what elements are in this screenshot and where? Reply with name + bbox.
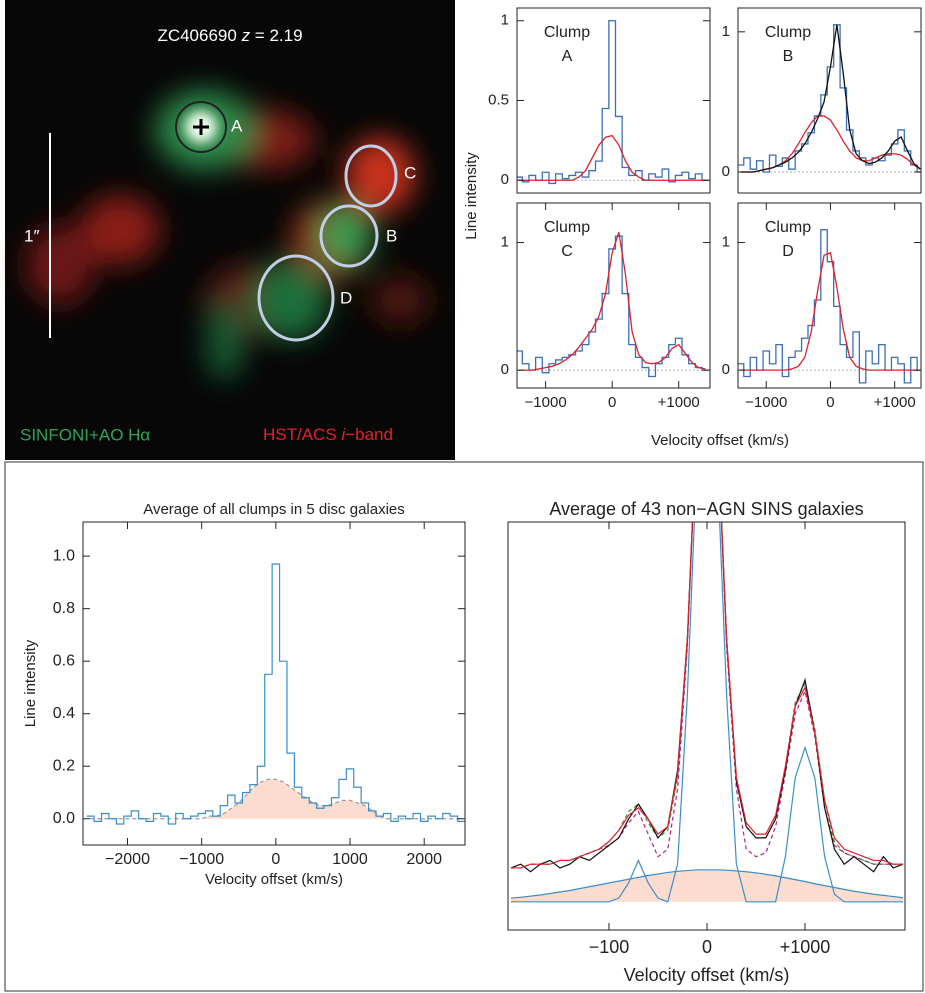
bottom-frame	[4, 461, 924, 992]
x-tick-label: −100	[589, 937, 630, 957]
caption-part: i	[341, 425, 346, 444]
plot-frame	[737, 7, 922, 194]
redshift: = 2.19	[255, 26, 303, 45]
panel-title: C	[561, 243, 573, 260]
y-tick-label: 0.0	[53, 810, 75, 827]
plot-area	[517, 20, 710, 185]
y-tick-label: 0	[501, 361, 509, 378]
caption: HST/ACS i−band	[263, 425, 393, 444]
spectrum	[517, 20, 709, 185]
x-tick-label: +1000	[658, 394, 700, 411]
panel-title: D	[782, 243, 794, 260]
y-tick-label: 0	[722, 361, 730, 378]
panel-title: Clump	[765, 219, 811, 236]
x-tick-label: +1000	[780, 937, 831, 957]
emission-map	[25, 90, 430, 380]
x-tick-label: 0	[702, 937, 712, 957]
x-axis-label: Velocity offset (km/s)	[205, 871, 343, 888]
plot-frame	[737, 202, 922, 389]
chart-title: Average of 43 non−AGN SINS galaxies	[549, 499, 863, 519]
fit-line	[518, 232, 706, 371]
spectrum	[517, 235, 709, 378]
chart-title: Average of all clumps in 5 disc galaxies	[143, 501, 405, 518]
image-title: ZC406690 z = 2.19	[157, 26, 302, 45]
x-tick-label: −1000	[525, 394, 567, 411]
x-axis-label: Velocity offset (km/s)	[624, 965, 790, 985]
fit-line	[90, 778, 462, 820]
x-tick-label: 0	[271, 851, 280, 868]
spectrum	[738, 24, 921, 173]
fit-line	[510, 522, 904, 869]
caption: SINFONI+AO Hα	[20, 425, 150, 444]
y-tick-label: 0.2	[53, 757, 75, 774]
y-tick-label: 0	[722, 163, 730, 180]
object-id: ZC406690	[157, 26, 236, 45]
clump-label: B	[386, 226, 397, 245]
clump-label: A	[231, 116, 243, 135]
y-tick-label: 1.0	[53, 547, 75, 564]
panel-title: Clump	[544, 219, 590, 236]
area-fill	[510, 869, 904, 902]
clump-label: D	[340, 288, 352, 307]
y-tick-label: 0.5	[488, 91, 509, 108]
plot-area	[510, 522, 904, 903]
y-tick-label: 0.6	[53, 652, 75, 669]
spectrum	[86, 563, 465, 825]
fit-line	[510, 522, 904, 869]
caption-part: −band	[345, 425, 393, 444]
aperture	[175, 101, 227, 153]
x-tick-label: 2000	[406, 851, 442, 868]
plot-area	[517, 232, 710, 378]
scale-label: 1″	[24, 226, 39, 245]
spectrum	[738, 229, 921, 384]
fit-line	[740, 24, 921, 173]
x-tick-label: 0	[826, 394, 834, 411]
aperture	[319, 204, 379, 268]
fit-line	[510, 869, 904, 899]
y-tick-label: 1	[722, 234, 730, 251]
image-panel: ZC406690 z = 2.19 A B C D 1″ SINFONI+AO …	[5, 0, 455, 460]
panel-title: Clump	[544, 24, 590, 41]
y-tick-label: 0.4	[53, 705, 75, 722]
aperture	[257, 254, 335, 342]
x-tick-label: −2000	[105, 851, 150, 868]
clump-label: C	[404, 163, 416, 182]
x-tick-label: 1000	[332, 851, 368, 868]
y-tick-label: 1	[501, 12, 509, 29]
caption-part: HST/ACS	[263, 425, 337, 444]
fit-line	[510, 522, 904, 869]
panel-title: Clump	[765, 24, 811, 41]
fit-line	[740, 251, 921, 371]
plot-frame	[516, 202, 711, 389]
x-tick-label: −1000	[179, 851, 224, 868]
y-tick-label: 1	[722, 23, 730, 40]
aperture	[344, 144, 398, 208]
area-fill	[90, 779, 462, 819]
plot-frame	[82, 521, 466, 846]
plot-area	[738, 229, 921, 384]
x-tick-label: −1000	[745, 394, 787, 411]
panel-title: A	[562, 48, 573, 65]
fit-line	[510, 522, 904, 903]
redshift-symbol: z	[241, 26, 251, 45]
x-tick-label: +1000	[874, 394, 916, 411]
y-axis-label: Line intensity	[463, 152, 480, 240]
plot-frame	[507, 521, 906, 931]
y-tick-label: 1	[501, 234, 509, 251]
center-cross	[193, 119, 209, 135]
y-tick-label: 0.8	[53, 600, 75, 617]
fit-line	[510, 522, 904, 873]
y-tick-label: 0	[501, 171, 509, 188]
fit-line	[518, 134, 706, 181]
y-axis-label: Line intensity	[22, 639, 39, 727]
plot-area	[86, 563, 465, 825]
x-axis-label: Velocity offset (km/s)	[651, 432, 789, 449]
plot-area	[738, 24, 921, 173]
x-tick-label: 0	[608, 394, 616, 411]
panel-title: B	[783, 48, 794, 65]
